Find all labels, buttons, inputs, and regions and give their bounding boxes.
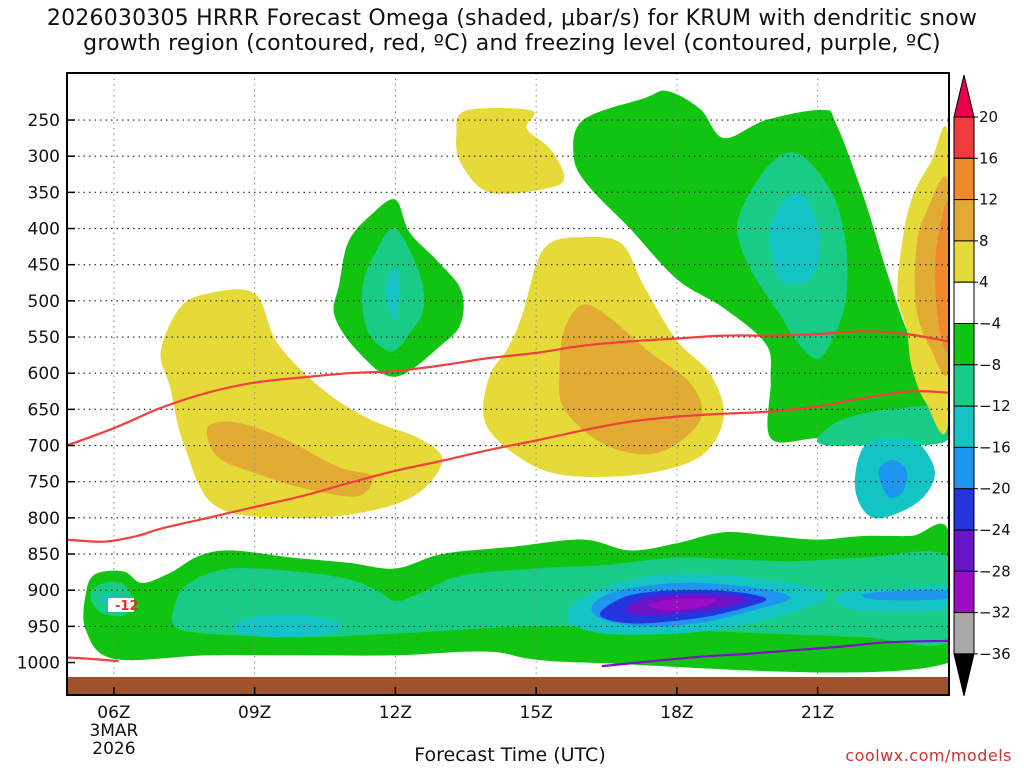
omega-region-7 <box>385 268 401 320</box>
y-tick-label-800: 800 <box>28 509 60 529</box>
y-tick-label-400: 400 <box>28 220 60 240</box>
x-tick-label-06Z: 06Z <box>97 703 130 723</box>
contour-lines <box>67 330 949 668</box>
y-tick-label-350: 350 <box>28 183 60 203</box>
omega-region-11 <box>817 405 949 447</box>
colorbar-cap-top <box>953 74 975 118</box>
colorbar-label-11: −28 <box>979 562 1011 580</box>
x-tick-label-21Z: 21Z <box>801 703 834 723</box>
credit-text: coolwx.com/models <box>845 746 1012 765</box>
chart-title-line-1: 2026030305 HRRR Forecast Omega (shaded, … <box>46 6 978 31</box>
colorbar-cap-bottom <box>953 653 975 697</box>
contour-line-red_bottom <box>67 656 119 663</box>
colorbar-label-1: 16 <box>979 149 998 167</box>
colorbar-label-7: −12 <box>979 397 1011 415</box>
x-tick-label-15Z: 15Z <box>520 703 553 723</box>
chart-title-line-2: growth region (contoured, red, ºC) and f… <box>83 31 941 56</box>
colorbar-swatch-5 <box>953 281 975 325</box>
omega-region-2 <box>456 107 565 194</box>
colorbar-label-4: 4 <box>979 273 989 291</box>
y-tick-label-550: 550 <box>28 328 60 348</box>
contour-line-red_upper <box>67 330 949 447</box>
y-tick-label-300: 300 <box>28 147 60 167</box>
y-tick-label-250: 250 <box>28 111 60 131</box>
x-tick-label-12Z: 12Z <box>379 703 412 723</box>
colorbar-label-10: −24 <box>979 521 1011 539</box>
omega-region-10 <box>769 194 820 285</box>
colorbar: 20 16 12 8 4 −4 −8 −12 −16 −20 −24 −28 −32 −36 <box>953 74 1011 697</box>
contour-line-purple <box>601 639 949 668</box>
colorbar-swatch-9 <box>953 446 975 490</box>
omega-region-25 <box>861 590 949 601</box>
contour-line-red_lower <box>67 389 949 543</box>
x-tick-sublabel-date: 3MAR <box>89 721 138 741</box>
y-axis: 250 300 350 400 450 500 550 600 650 700 750 800 850 9… <box>17 111 75 674</box>
colorbar-swatch-6 <box>953 323 975 366</box>
colorbar-label-6: −8 <box>979 356 1001 374</box>
contour-label-minus-12: -12 <box>115 599 139 614</box>
y-tick-label-650: 650 <box>28 400 60 420</box>
y-tick-label-850: 850 <box>28 545 60 565</box>
y-tick-label-700: 700 <box>28 437 60 457</box>
y-tick-label-900: 900 <box>28 581 60 601</box>
x-tick-sublabel-year: 2026 <box>92 739 135 759</box>
y-tick-label-1000: 1000 <box>17 654 60 674</box>
colorbar-label-0: 20 <box>979 108 998 126</box>
colorbar-swatch-12 <box>953 570 975 614</box>
colorbar-swatch-11 <box>953 529 975 572</box>
omega-shading <box>83 90 949 673</box>
colorbar-label-3: 8 <box>979 232 989 250</box>
colorbar-swatch-8 <box>953 405 975 448</box>
y-tick-label-750: 750 <box>28 473 60 493</box>
omega-region-13 <box>878 460 908 498</box>
colorbar-label-8: −16 <box>979 438 1011 456</box>
omega-region-28 <box>934 200 949 353</box>
colorbar-swatch-4 <box>953 240 975 283</box>
colorbar-label-13: −36 <box>979 645 1011 663</box>
colorbar-swatch-2 <box>953 157 975 201</box>
colorbar-swatch-7 <box>953 364 975 407</box>
ground-surface <box>67 677 949 695</box>
contour-label-mask <box>108 598 134 612</box>
colorbar-label-2: 12 <box>979 191 998 209</box>
x-tick-label-18Z: 18Z <box>660 703 693 723</box>
x-axis-label: Forecast Time (UTC) <box>414 744 606 766</box>
y-tick-label-600: 600 <box>28 364 60 384</box>
colorbar-label-5: −4 <box>979 315 1001 333</box>
colorbar-swatch-3 <box>953 199 975 242</box>
colorbar-swatch-13 <box>953 612 975 655</box>
y-tick-label-450: 450 <box>28 256 60 276</box>
plot-frame <box>66 72 950 696</box>
colorbar-label-9: −20 <box>979 480 1011 498</box>
y-tick-label-500: 500 <box>28 292 60 312</box>
omega-region-1 <box>206 421 373 497</box>
colorbar-swatch-10 <box>953 488 975 531</box>
omega-region-23 <box>648 598 717 611</box>
colorbar-swatch-1 <box>953 116 975 159</box>
x-tick-label-09Z: 09Z <box>238 703 271 723</box>
chart-title: 2026030305 HRRR Forecast Omega (shaded, … <box>0 6 1024 56</box>
colorbar-label-12: −32 <box>979 604 1011 622</box>
y-tick-label-950: 950 <box>28 617 60 637</box>
